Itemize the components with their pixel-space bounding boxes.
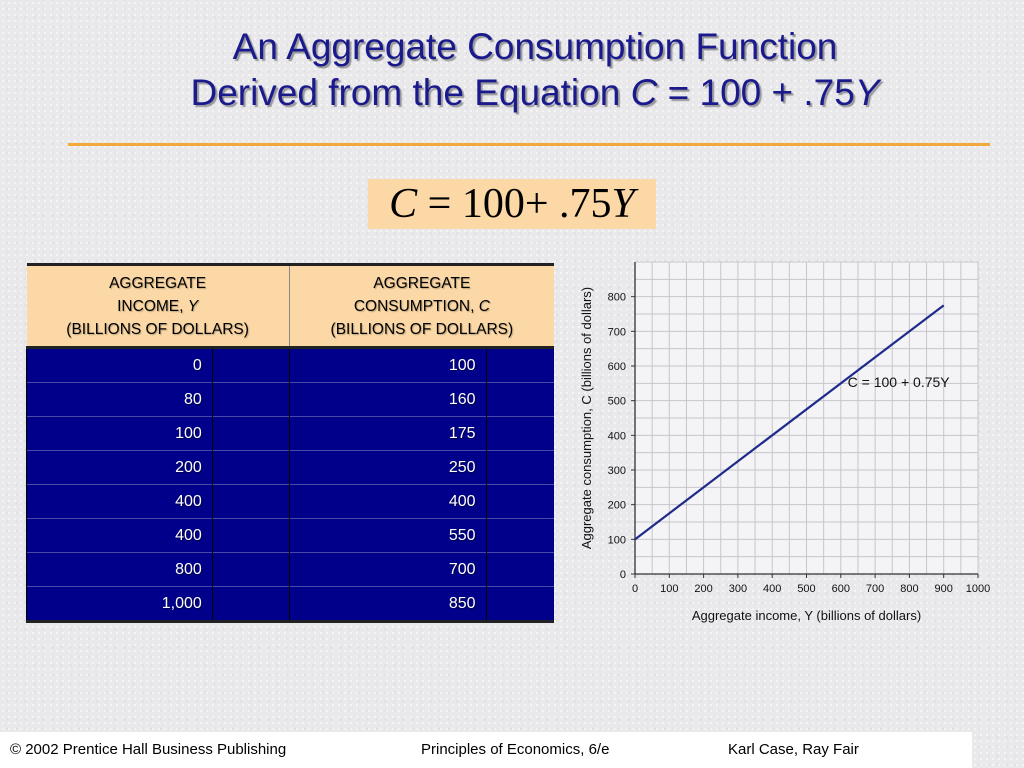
y-tick-label: 800 bbox=[608, 292, 626, 304]
spacer-cell bbox=[485, 416, 554, 451]
footer-book-title: Principles of Economics, 6/e bbox=[421, 741, 610, 758]
spacer-cell bbox=[485, 382, 554, 417]
y-tick-label: 500 bbox=[608, 396, 626, 408]
consumption-cell: 100 bbox=[288, 347, 487, 383]
chart-series bbox=[634, 304, 945, 541]
data-table: AGGREGATE INCOME, Y (BILLIONS OF DOLLARS… bbox=[26, 263, 554, 623]
y-tick-label: 100 bbox=[608, 534, 626, 546]
consumption-cell: 250 bbox=[288, 450, 487, 485]
x-tick-label: 100 bbox=[660, 583, 678, 595]
x-tick-label: 400 bbox=[763, 583, 781, 595]
table-row: 800 700 bbox=[26, 552, 554, 587]
header-income-var: Y bbox=[187, 297, 199, 315]
footer-bar: © 2002 Prentice Hall Business Publishing… bbox=[0, 732, 972, 768]
header-income-line-3: (BILLIONS OF DOLLARS) bbox=[66, 320, 249, 338]
x-axis-label: Aggregate income, Y (billions of dollars… bbox=[692, 608, 921, 623]
spacer-cell bbox=[485, 347, 554, 383]
chart-axes bbox=[631, 262, 979, 578]
income-cell: 80 bbox=[26, 382, 213, 417]
y-tick-label: 600 bbox=[608, 361, 626, 373]
table-row: 0 100 bbox=[26, 347, 554, 383]
consumption-cell: 160 bbox=[288, 382, 487, 417]
income-cell: 0 bbox=[26, 347, 213, 383]
y-tick-label: 400 bbox=[608, 430, 626, 442]
spacer-cell bbox=[485, 518, 554, 553]
x-tick-label: 200 bbox=[694, 583, 712, 595]
spacer-cell bbox=[211, 450, 290, 485]
table-row: 400 400 bbox=[26, 484, 554, 519]
spacer-cell bbox=[485, 552, 554, 587]
x-tick-label: 0 bbox=[632, 583, 638, 595]
x-tick-label: 900 bbox=[935, 583, 953, 595]
consumption-line bbox=[634, 304, 945, 541]
spacer-cell bbox=[211, 518, 290, 553]
header-income-line-2-text: INCOME, bbox=[117, 297, 188, 315]
header-consumption-var: C bbox=[478, 297, 490, 315]
spacer-cell bbox=[211, 484, 290, 519]
income-cell: 800 bbox=[26, 552, 213, 587]
income-cell: 400 bbox=[26, 518, 213, 553]
slide-title: An Aggregate Consumption Function Derive… bbox=[0, 24, 1024, 116]
x-tick-label: 800 bbox=[900, 583, 918, 595]
x-tick-label: 300 bbox=[729, 583, 747, 595]
header-income: AGGREGATE INCOME, Y (BILLIONS OF DOLLARS… bbox=[26, 263, 290, 349]
spacer-cell bbox=[211, 586, 290, 623]
table-row: 200 250 bbox=[26, 450, 554, 485]
equation-var-y: Y bbox=[611, 181, 635, 227]
equation-box: C = 100+ .75Y bbox=[368, 179, 656, 229]
title-line-2-prefix: Derived from the Equation bbox=[190, 72, 631, 113]
line-annotation: C = 100 + 0.75Y bbox=[848, 374, 951, 390]
consumption-cell: 700 bbox=[288, 552, 487, 587]
title-line-2-mid: = 100 + .75 bbox=[657, 72, 855, 113]
table-row: 80 160 bbox=[26, 382, 554, 417]
income-cell: 100 bbox=[26, 416, 213, 451]
y-tick-label: 0 bbox=[620, 569, 626, 581]
header-income-line-1: AGGREGATE bbox=[109, 274, 207, 292]
x-tick-label: 500 bbox=[797, 583, 815, 595]
title-var-c: C bbox=[630, 72, 658, 113]
x-tick-label: 600 bbox=[832, 583, 850, 595]
consumption-cell: 400 bbox=[288, 484, 487, 519]
income-cell: 400 bbox=[26, 484, 213, 519]
title-line-1: An Aggregate Consumption Function bbox=[232, 26, 838, 67]
y-tick-label: 300 bbox=[608, 465, 626, 477]
consumption-chart: 0 100 200 300 400 500 600 700 800 900 1000 0 100 200 3… bbox=[579, 261, 991, 623]
equation-mid: = 100+ .75 bbox=[417, 181, 612, 227]
footer-authors: Karl Case, Ray Fair bbox=[728, 741, 859, 758]
spacer-cell bbox=[211, 416, 290, 451]
chart-grid bbox=[635, 261, 979, 574]
consumption-cell: 175 bbox=[288, 416, 487, 451]
y-axis-label: Aggregate consumption, C (billions of do… bbox=[579, 287, 594, 549]
title-divider bbox=[68, 143, 990, 146]
y-tick-label: 700 bbox=[608, 326, 626, 338]
header-consumption-line-2: CONSUMPTION, C bbox=[294, 295, 550, 318]
spacer-cell bbox=[211, 552, 290, 587]
spacer-cell bbox=[211, 382, 290, 417]
footer-copyright: © 2002 Prentice Hall Business Publishing bbox=[10, 741, 287, 758]
income-cell: 200 bbox=[26, 450, 213, 485]
income-cell: 1,000 bbox=[26, 586, 213, 623]
header-consumption-line-3: (BILLIONS OF DOLLARS) bbox=[330, 320, 514, 338]
title-line-2: Derived from the Equation C = 100 + .75Y bbox=[0, 70, 1024, 116]
spacer-cell bbox=[485, 450, 554, 485]
header-consumption-line-1: AGGREGATE bbox=[373, 274, 471, 292]
spacer-cell bbox=[485, 484, 554, 519]
x-tick-label: 1000 bbox=[966, 583, 990, 595]
x-tick-label: 700 bbox=[866, 583, 884, 595]
y-tick-label: 200 bbox=[608, 500, 626, 512]
header-consumption-line-2-text: CONSUMPTION, bbox=[353, 297, 479, 315]
table-row: 100 175 bbox=[26, 416, 554, 451]
consumption-cell: 850 bbox=[288, 586, 487, 623]
chart-tick-labels: 0 100 200 300 400 500 600 700 800 900 1000 0 100 200 3… bbox=[608, 292, 991, 595]
equation-var-c: C bbox=[389, 181, 418, 227]
consumption-cell: 550 bbox=[288, 518, 487, 553]
title-var-y: Y bbox=[854, 72, 880, 113]
table-row: 400 550 bbox=[26, 518, 554, 553]
table-row: 1,000 850 bbox=[26, 586, 554, 623]
spacer-cell bbox=[211, 347, 290, 383]
header-consumption: AGGREGATE CONSUMPTION, C (BILLIONS OF DO… bbox=[288, 263, 554, 349]
header-income-line-2: INCOME, Y bbox=[31, 295, 285, 318]
spacer-cell bbox=[485, 586, 554, 623]
